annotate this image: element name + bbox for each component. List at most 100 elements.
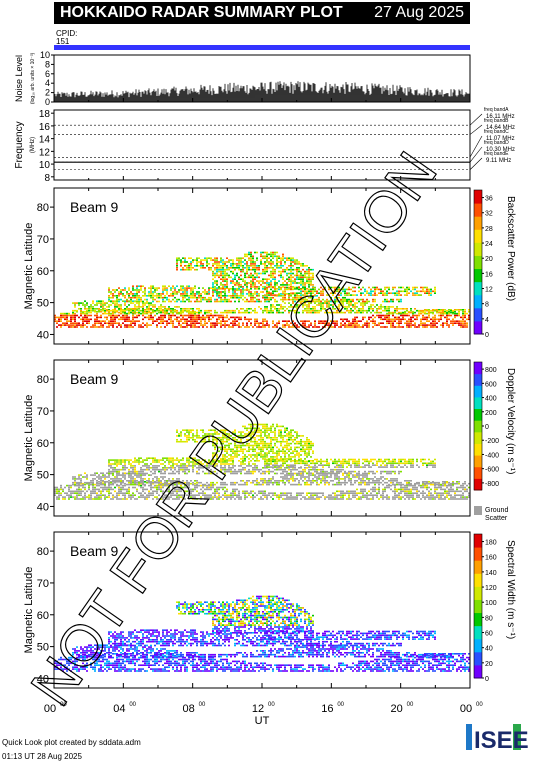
- power-echo-cell: [266, 284, 268, 286]
- vel-echo-cell: [114, 496, 116, 498]
- power-echo-cell: [54, 316, 56, 319]
- power-echo-cell: [410, 320, 412, 322]
- vel-echo-cell: [86, 481, 88, 484]
- power-echo-cell: [150, 304, 152, 306]
- power-echo-cell: [302, 265, 304, 267]
- power-echo-cell: [394, 308, 396, 310]
- vel-echo-cell: [270, 437, 272, 439]
- vel-echo-cell: [270, 446, 272, 449]
- vel-echo-cell: [74, 484, 76, 487]
- power-echo-cell: [392, 286, 394, 289]
- power-echo-cell: [98, 322, 100, 324]
- power-echo-cell: [332, 308, 334, 310]
- vel-echo-cell: [158, 468, 160, 471]
- power-echo-cell: [366, 320, 368, 322]
- vel-echo-cell: [176, 429, 178, 431]
- power-echo-cell: [400, 314, 402, 317]
- power-echo-cell: [188, 298, 190, 301]
- power-echo-cell: [106, 316, 108, 319]
- power-echo-cell: [426, 324, 428, 326]
- vel-echo-cell: [92, 474, 94, 476]
- vel-echo-cell: [98, 484, 100, 487]
- vel-echo-cell: [100, 482, 102, 485]
- power-echo-cell: [194, 316, 196, 319]
- power-echo-cell: [112, 296, 114, 299]
- vel-echo-cell: [78, 498, 80, 500]
- power-echo-cell: [168, 300, 170, 303]
- power-echo-cell: [274, 298, 276, 301]
- power-echo-cell: [334, 300, 336, 303]
- power-echo-cell: [446, 314, 448, 317]
- power-echo-cell: [320, 290, 322, 293]
- vel-echo-cell: [170, 465, 172, 467]
- power-echo-cell: [222, 324, 224, 326]
- power-echo-cell: [466, 322, 468, 324]
- vel-echo-cell: [82, 496, 84, 498]
- power-echo-cell: [136, 293, 138, 295]
- power-echo-cell: [154, 304, 156, 306]
- vel-echo-cell: [270, 444, 272, 447]
- vel-echo-cell: [244, 492, 246, 494]
- power-echo-cell: [178, 259, 180, 261]
- power-echo-cell: [250, 259, 252, 261]
- vel-echo-cell: [270, 450, 272, 452]
- power-echo-cell: [124, 311, 126, 314]
- vel-echo-cell: [156, 496, 158, 498]
- vel-echo-cell: [74, 478, 76, 480]
- power-echo-cell: [186, 261, 188, 263]
- power-echo-cell: [234, 276, 236, 279]
- power-echo-cell: [132, 293, 134, 295]
- vel-echo-cell: [88, 486, 90, 489]
- vel-echo-cell: [124, 492, 126, 494]
- vel-echo-cell: [118, 463, 120, 465]
- power-echo-cell: [262, 255, 264, 258]
- power-echo-cell: [212, 326, 214, 328]
- power-echo-cell: [160, 304, 162, 306]
- power-echo-cell: [348, 298, 350, 301]
- vel-echo-cell: [92, 478, 94, 480]
- vel-echo-cell: [238, 492, 240, 494]
- power-echo-cell: [204, 309, 206, 312]
- power-echo-cell: [282, 324, 284, 326]
- power-echo-cell: [136, 285, 138, 287]
- power-echo-cell: [462, 309, 464, 311]
- power-echo-cell: [214, 259, 216, 261]
- power-echo-cell: [142, 285, 144, 287]
- vel-echo-cell: [132, 478, 134, 480]
- power-echo-cell: [196, 259, 198, 261]
- power-echo-cell: [210, 259, 212, 261]
- vel-echo-cell: [154, 496, 156, 498]
- power-echo-cell: [338, 304, 340, 306]
- power-echo-cell: [136, 291, 138, 293]
- vel-echo-cell: [136, 470, 138, 473]
- power-echo-cell: [212, 314, 214, 317]
- power-echo-cell: [312, 296, 314, 299]
- vel-echo-cell: [144, 498, 146, 500]
- power-echo-cell: [82, 322, 84, 324]
- power-echo-cell: [462, 318, 464, 321]
- power-echo-cell: [294, 292, 296, 294]
- power-echo-cell: [298, 292, 300, 294]
- vel-echo-cell: [124, 488, 126, 491]
- vel-echo-cell: [104, 496, 106, 498]
- vel-echo-cell: [196, 440, 198, 443]
- vel-echo-cell: [204, 461, 206, 463]
- vel-echo-cell: [174, 498, 176, 500]
- power-echo-cell: [286, 274, 288, 277]
- power-echo-cell: [258, 286, 260, 288]
- vel-echo-cell: [184, 463, 186, 465]
- vel-echo-cell: [144, 465, 146, 467]
- vel-echo-cell: [194, 439, 196, 441]
- power-echo-cell: [456, 314, 458, 317]
- power-echo-cell: [270, 253, 272, 256]
- power-echo-cell: [406, 312, 408, 315]
- vel-echo-cell: [94, 483, 96, 486]
- vel-echo-cell: [198, 465, 200, 467]
- vel-echo-cell: [198, 435, 200, 437]
- vel-echo-cell: [76, 484, 78, 487]
- power-echo-cell: [80, 302, 82, 304]
- power-echo-cell: [96, 312, 98, 315]
- power-echo-cell: [332, 320, 334, 322]
- vel-echo-cell: [200, 437, 202, 439]
- power-echo-cell: [102, 326, 104, 328]
